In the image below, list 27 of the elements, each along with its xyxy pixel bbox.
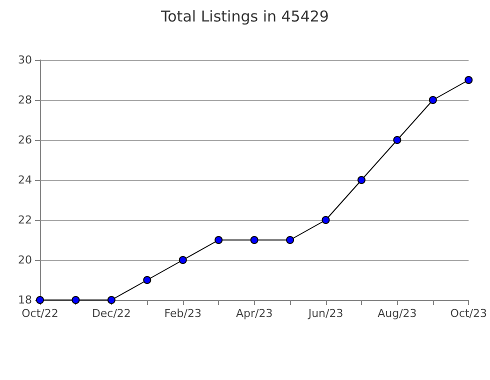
point <box>72 296 80 304</box>
point <box>143 276 152 284</box>
x-tick-label: Oct/23 <box>450 307 488 320</box>
point <box>286 236 294 244</box>
point <box>464 76 473 84</box>
x-tick-label: Dec/22 <box>92 307 131 320</box>
x-tick-label: Oct/22 <box>22 307 58 320</box>
point <box>214 236 223 244</box>
point <box>428 96 437 104</box>
x-tick-label: Apr/23 <box>236 307 273 320</box>
y-tick-label: 22 <box>18 214 32 226</box>
y-tick-label: 30 <box>18 54 32 66</box>
point <box>178 256 187 264</box>
x-tick-label: Jun/23 <box>307 307 344 320</box>
chart-title: Total Listings in 45429 <box>160 8 329 26</box>
y-tick-label: 24 <box>18 174 32 186</box>
point <box>107 296 116 304</box>
x-tick-label: Aug/23 <box>378 307 417 320</box>
point <box>322 216 330 224</box>
y-tick-label: 18 <box>18 294 32 306</box>
point <box>393 136 402 144</box>
y-tick-label: 28 <box>18 94 32 106</box>
point <box>357 176 366 184</box>
x-tick-label: Feb/23 <box>164 307 202 320</box>
y-tick-label: 26 <box>18 134 32 146</box>
y-tick-label: 20 <box>18 254 32 266</box>
point <box>250 236 258 244</box>
